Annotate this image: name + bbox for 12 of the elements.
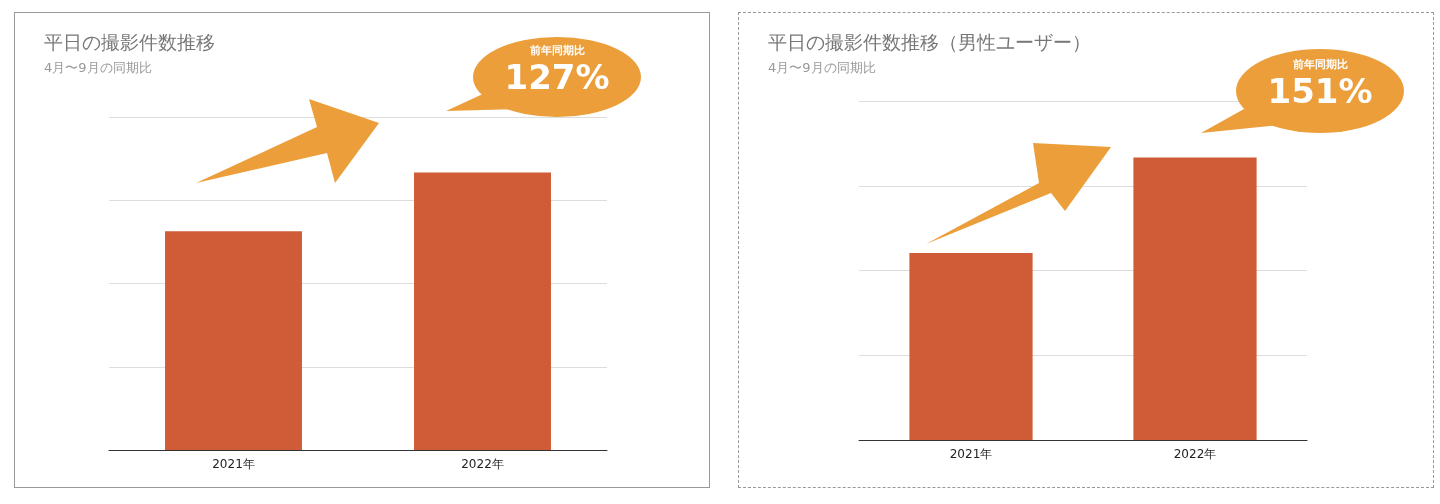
text: 127%: [503, 57, 611, 97]
text: 前年同期比: [528, 44, 586, 57]
x-tick-label: 2022年: [461, 457, 504, 471]
x-tick-label: 2021年: [212, 457, 255, 471]
x-tick-label: 2022年: [1173, 447, 1217, 461]
chart-title: 平日の撮影件数推移: [44, 30, 215, 53]
chart-title: 平日の撮影件数推移（男性ユーザー）: [768, 30, 1091, 53]
text: 前年同期比: [1291, 58, 1349, 71]
x-tick-label: 2021年: [949, 447, 993, 461]
chart-subtitle: 4月〜9月の同期比: [44, 60, 152, 75]
chart-subtitle: 4月〜9月の同期比: [768, 60, 876, 75]
text: 151%: [1266, 71, 1374, 111]
